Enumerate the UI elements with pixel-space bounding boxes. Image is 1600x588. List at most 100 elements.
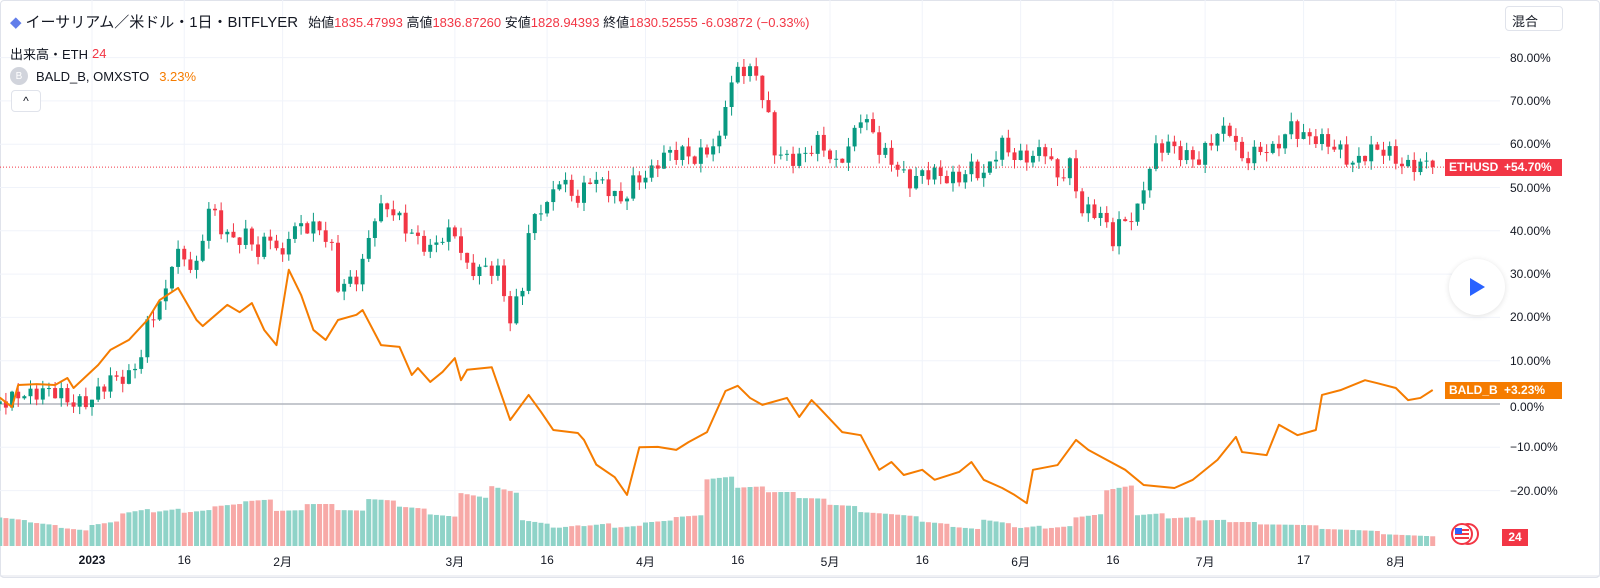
x-tick-label: 7月 [1195, 555, 1215, 569]
volume-bar [378, 499, 384, 546]
ethusd-value-tag: +54.70% [1500, 159, 1562, 176]
candle-body [415, 232, 420, 236]
volume-bar [427, 514, 433, 546]
candle-body [538, 213, 543, 215]
candle-body [618, 190, 623, 202]
volume-bar [1362, 530, 1368, 546]
candle-body [1412, 159, 1417, 173]
volume-bar [913, 516, 919, 546]
x-tick-label: 16 [731, 553, 745, 567]
compare-legend[interactable]: B BALD_B, OMXSTO 3.23% [10, 67, 196, 85]
volume-bar [1319, 528, 1325, 546]
candle-body [1123, 219, 1128, 222]
volume-bar [833, 505, 839, 546]
x-tick-label: 5月 [820, 555, 840, 569]
collapse-legend-button[interactable]: ^ [11, 90, 41, 112]
volume-bar [1079, 516, 1085, 546]
volume-bar [58, 527, 64, 546]
volume-bar [433, 514, 439, 546]
candle-body [1166, 141, 1171, 153]
volume-bar [1165, 518, 1171, 546]
candle-body [379, 203, 384, 222]
volume-bar [864, 512, 870, 546]
candle-body [495, 265, 500, 276]
candle-body [360, 258, 365, 285]
candle-body [446, 227, 451, 242]
volume-bar [440, 515, 446, 546]
volume-bar [852, 506, 858, 546]
volume-bar [298, 510, 304, 546]
candle-body [1178, 146, 1183, 161]
candle-body [1117, 219, 1122, 247]
volume-bar [470, 495, 476, 546]
candle-body [317, 221, 322, 231]
volume-bar [741, 487, 747, 546]
volume-bar [901, 515, 907, 546]
volume-bar [446, 516, 452, 546]
candle-body [1080, 191, 1085, 214]
candle-body [256, 244, 261, 257]
volume-bar [126, 512, 132, 546]
y-tick-label: 30.00% [1510, 267, 1551, 282]
candle-body [1184, 150, 1189, 161]
volume-bar [292, 510, 298, 546]
candle-body [520, 290, 525, 297]
candle-body [1418, 161, 1423, 173]
candle-body [1043, 147, 1048, 157]
volume-bar [212, 506, 218, 546]
us-flag-icon[interactable] [1450, 522, 1480, 546]
volume-bar [310, 504, 316, 546]
volume-bar [403, 507, 409, 546]
candle-body [1006, 137, 1011, 153]
scale-mode-button[interactable]: 混合 [1505, 6, 1563, 31]
volume-legend[interactable]: 出来高・ETH 24 [10, 44, 106, 63]
candle-body [1387, 146, 1392, 156]
volume-bar [772, 492, 778, 546]
volume-bar [95, 524, 101, 546]
candle-body [588, 182, 593, 184]
volume-bar [999, 522, 1005, 546]
volume-bar [1091, 514, 1097, 546]
volume-bar [919, 521, 925, 546]
volume-bar [372, 499, 378, 546]
candle-body [465, 252, 470, 263]
candle-body [1246, 158, 1251, 164]
candle-body [877, 132, 882, 155]
volume-bar [532, 521, 538, 546]
volume-bar [1067, 526, 1073, 546]
candle-body [526, 233, 531, 291]
volume-bar [932, 522, 938, 546]
volume-bar [821, 498, 827, 546]
candle-body [477, 266, 482, 277]
candle-body [83, 396, 88, 408]
volume-bar [415, 508, 421, 546]
volume-bar [827, 504, 833, 546]
volume-bar [1344, 529, 1350, 546]
candle-body [59, 388, 64, 399]
candle-body [1289, 121, 1294, 135]
candle-body [372, 221, 377, 238]
candle-body [901, 169, 906, 171]
candle-body [532, 214, 537, 234]
candle-body [1393, 146, 1398, 164]
candle-body [668, 149, 673, 153]
candle-body [1086, 204, 1091, 214]
candle-body [126, 370, 131, 384]
y-tick-label: 60.00% [1510, 137, 1551, 152]
candle-body [1326, 134, 1331, 147]
volume-bar [587, 525, 593, 546]
volume-bar [1202, 520, 1208, 546]
candle-body [582, 182, 586, 203]
symbol-title[interactable]: イーサリアム／米ドル・1日・BITFLYER [25, 14, 299, 31]
bald-value-tag: +3.23% [1500, 382, 1562, 399]
replay-button[interactable] [1449, 259, 1505, 315]
candle-body [1160, 143, 1165, 153]
volume-bar [1307, 525, 1313, 546]
compare-symbol-badge: B [10, 67, 28, 85]
x-tick-label: 16 [915, 553, 929, 567]
candle-body [1000, 137, 1005, 160]
volume-bar [218, 505, 224, 546]
volume-bar [329, 504, 335, 546]
volume-bar [1098, 514, 1104, 546]
